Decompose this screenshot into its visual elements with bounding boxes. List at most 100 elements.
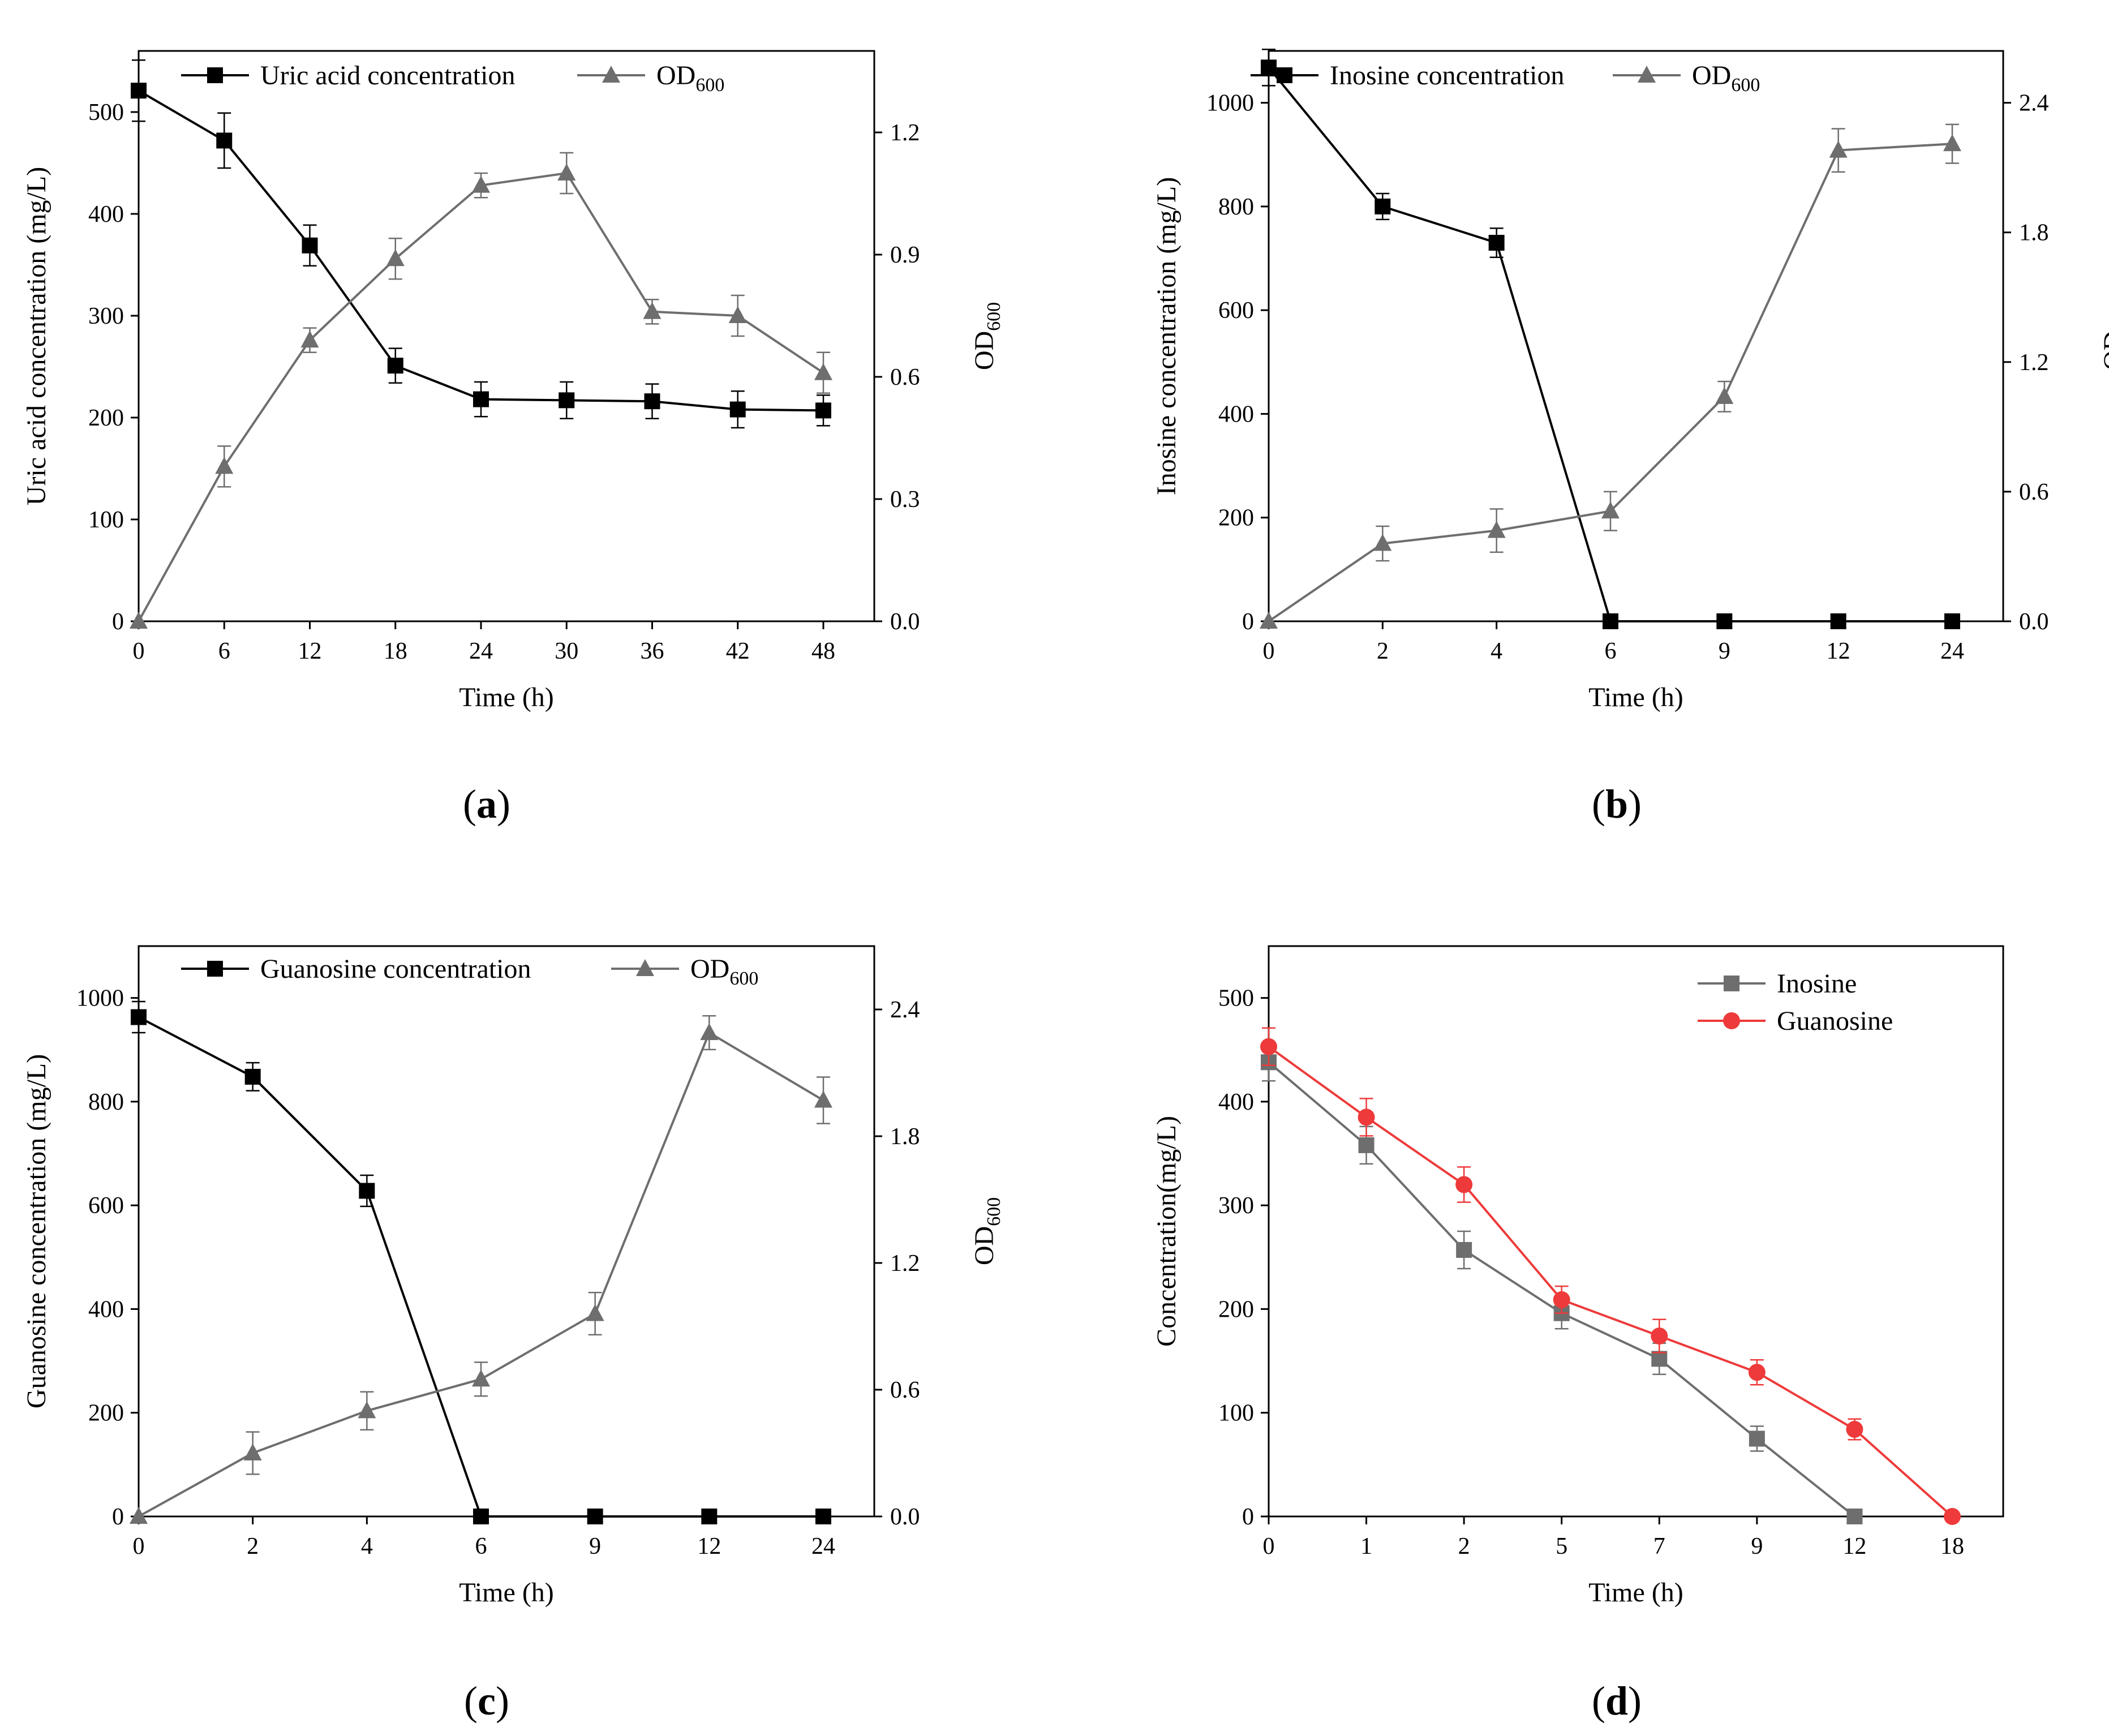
- data-point: [1846, 1509, 1862, 1524]
- y-tick-label: 400: [1218, 1089, 1254, 1115]
- data-point: [815, 402, 831, 418]
- y-tick-label: 1000: [76, 986, 124, 1012]
- panel-label-d: (d): [1592, 1678, 1642, 1724]
- x-tick-label: 18: [1940, 1533, 1964, 1559]
- series-line: [139, 1017, 823, 1516]
- y2-tick-label: 0.3: [890, 487, 920, 513]
- legend-label: Guanosine concentration: [260, 954, 531, 984]
- data-point: [302, 238, 318, 253]
- y-tick-label: 800: [1218, 194, 1254, 220]
- plot-frame: [1269, 51, 2003, 621]
- data-point: [1944, 1508, 1961, 1525]
- x-tick-label: 12: [1827, 638, 1850, 664]
- y-tick-label: 300: [88, 303, 124, 329]
- data-point: [215, 457, 233, 474]
- data-point: [730, 402, 746, 418]
- y-tick-label: 200: [88, 1400, 124, 1426]
- data-point: [473, 392, 489, 407]
- data-point: [1749, 1431, 1765, 1447]
- x-tick-label: 42: [726, 638, 750, 664]
- x-tick-label: 2: [247, 1533, 259, 1559]
- y2-axis-title: OD600: [969, 302, 1004, 370]
- y-axis-title: Inosine concentration (mg/L): [1152, 177, 1182, 495]
- data-point: [701, 1509, 717, 1524]
- x-tick-label: 24: [1940, 638, 1964, 664]
- panel-d: 0 1 2 5 7 9 12 18Time (h)0100200300400500Concen…: [1152, 946, 2003, 1608]
- y2-tick-label: 0.0: [890, 1504, 920, 1530]
- y-axis-title: Guanosine concentration (mg/L): [22, 1054, 51, 1408]
- y2-tick-label: 0.6: [890, 364, 920, 390]
- legend-label: Inosine concentration: [1330, 61, 1565, 91]
- y2-tick-label: 0.6: [2019, 479, 2049, 505]
- x-tick-label: 24: [811, 1533, 835, 1559]
- x-tick-label: 9: [1751, 1533, 1763, 1559]
- x-tick-label: 6: [1605, 638, 1617, 664]
- data-point: [473, 1509, 489, 1524]
- y-tick-label: 0: [1242, 609, 1254, 635]
- y2-tick-label: 1.2: [890, 120, 920, 146]
- data-point: [386, 249, 405, 266]
- y2-tick-label: 1.2: [2019, 350, 2049, 376]
- x-axis-title: Time (h): [1588, 1578, 1683, 1608]
- data-point: [814, 1091, 832, 1108]
- data-point: [130, 612, 148, 629]
- y-tick-label: 200: [1218, 1296, 1254, 1322]
- data-point: [1943, 134, 1961, 151]
- x-tick-label: 12: [697, 1533, 721, 1559]
- data-point: [1715, 387, 1733, 404]
- x-axis-title: Time (h): [1588, 682, 1683, 712]
- plot-frame: [1269, 946, 2003, 1516]
- y2-tick-label: 0.9: [890, 242, 920, 268]
- y-tick-label: 100: [88, 507, 124, 533]
- y2-tick-label: 0.6: [890, 1377, 920, 1403]
- x-tick-label: 2: [1458, 1533, 1470, 1559]
- data-point: [645, 393, 660, 409]
- y-tick-label: 0: [112, 1504, 124, 1530]
- data-point: [1374, 199, 1390, 214]
- y-tick-label: 0: [112, 609, 124, 635]
- legend-label: Inosine: [1777, 969, 1857, 999]
- y-tick-label: 200: [88, 405, 124, 431]
- y-tick-label: 400: [88, 201, 124, 227]
- x-tick-label: 9: [589, 1533, 601, 1559]
- data-point: [700, 1023, 718, 1040]
- series-line: [1269, 144, 1952, 621]
- y-axis-title: Concentration(mg/L): [1152, 1116, 1182, 1347]
- y-tick-label: 600: [1218, 298, 1254, 324]
- data-point: [472, 1369, 490, 1386]
- plot-frame: [139, 51, 874, 621]
- y-tick-label: 100: [1218, 1400, 1254, 1426]
- data-point: [245, 1069, 261, 1085]
- x-tick-label: 1: [1360, 1533, 1372, 1559]
- legend-label: Guanosine: [1777, 1006, 1893, 1036]
- x-tick-label: 12: [298, 638, 322, 664]
- data-point: [1944, 613, 1960, 629]
- legend-label: OD600: [690, 954, 758, 989]
- plot-frame: [139, 946, 874, 1516]
- data-point: [1651, 1327, 1668, 1344]
- panel-label-a: (a): [463, 781, 510, 827]
- legend-marker: [207, 961, 223, 977]
- x-tick-label: 18: [384, 638, 407, 664]
- x-tick-label: 0: [133, 1533, 145, 1559]
- data-point: [359, 1183, 375, 1199]
- x-tick-label: 4: [1491, 638, 1502, 664]
- data-point: [1456, 1242, 1472, 1258]
- data-point: [1603, 613, 1618, 629]
- data-point: [131, 83, 147, 98]
- data-point: [814, 363, 832, 380]
- x-axis-title: Time (h): [459, 1578, 554, 1608]
- data-point: [1260, 1038, 1277, 1055]
- x-tick-label: 6: [475, 1533, 487, 1559]
- legend-label: Uric acid concentration: [260, 61, 515, 91]
- data-point: [815, 1509, 831, 1524]
- x-tick-label: 4: [361, 1533, 373, 1559]
- x-tick-label: 5: [1556, 1533, 1567, 1559]
- data-point: [559, 392, 574, 408]
- panel-b: 0 2 4 6 9 12 24Time (h)02004006008001000Inosin…: [1152, 49, 2109, 712]
- data-point: [1846, 1421, 1863, 1438]
- x-tick-label: 2: [1377, 638, 1389, 664]
- y-axis-title: Uric acid concentration (mg/L): [22, 167, 51, 505]
- panel-label-b: (b): [1592, 781, 1642, 827]
- x-tick-label: 48: [811, 638, 835, 664]
